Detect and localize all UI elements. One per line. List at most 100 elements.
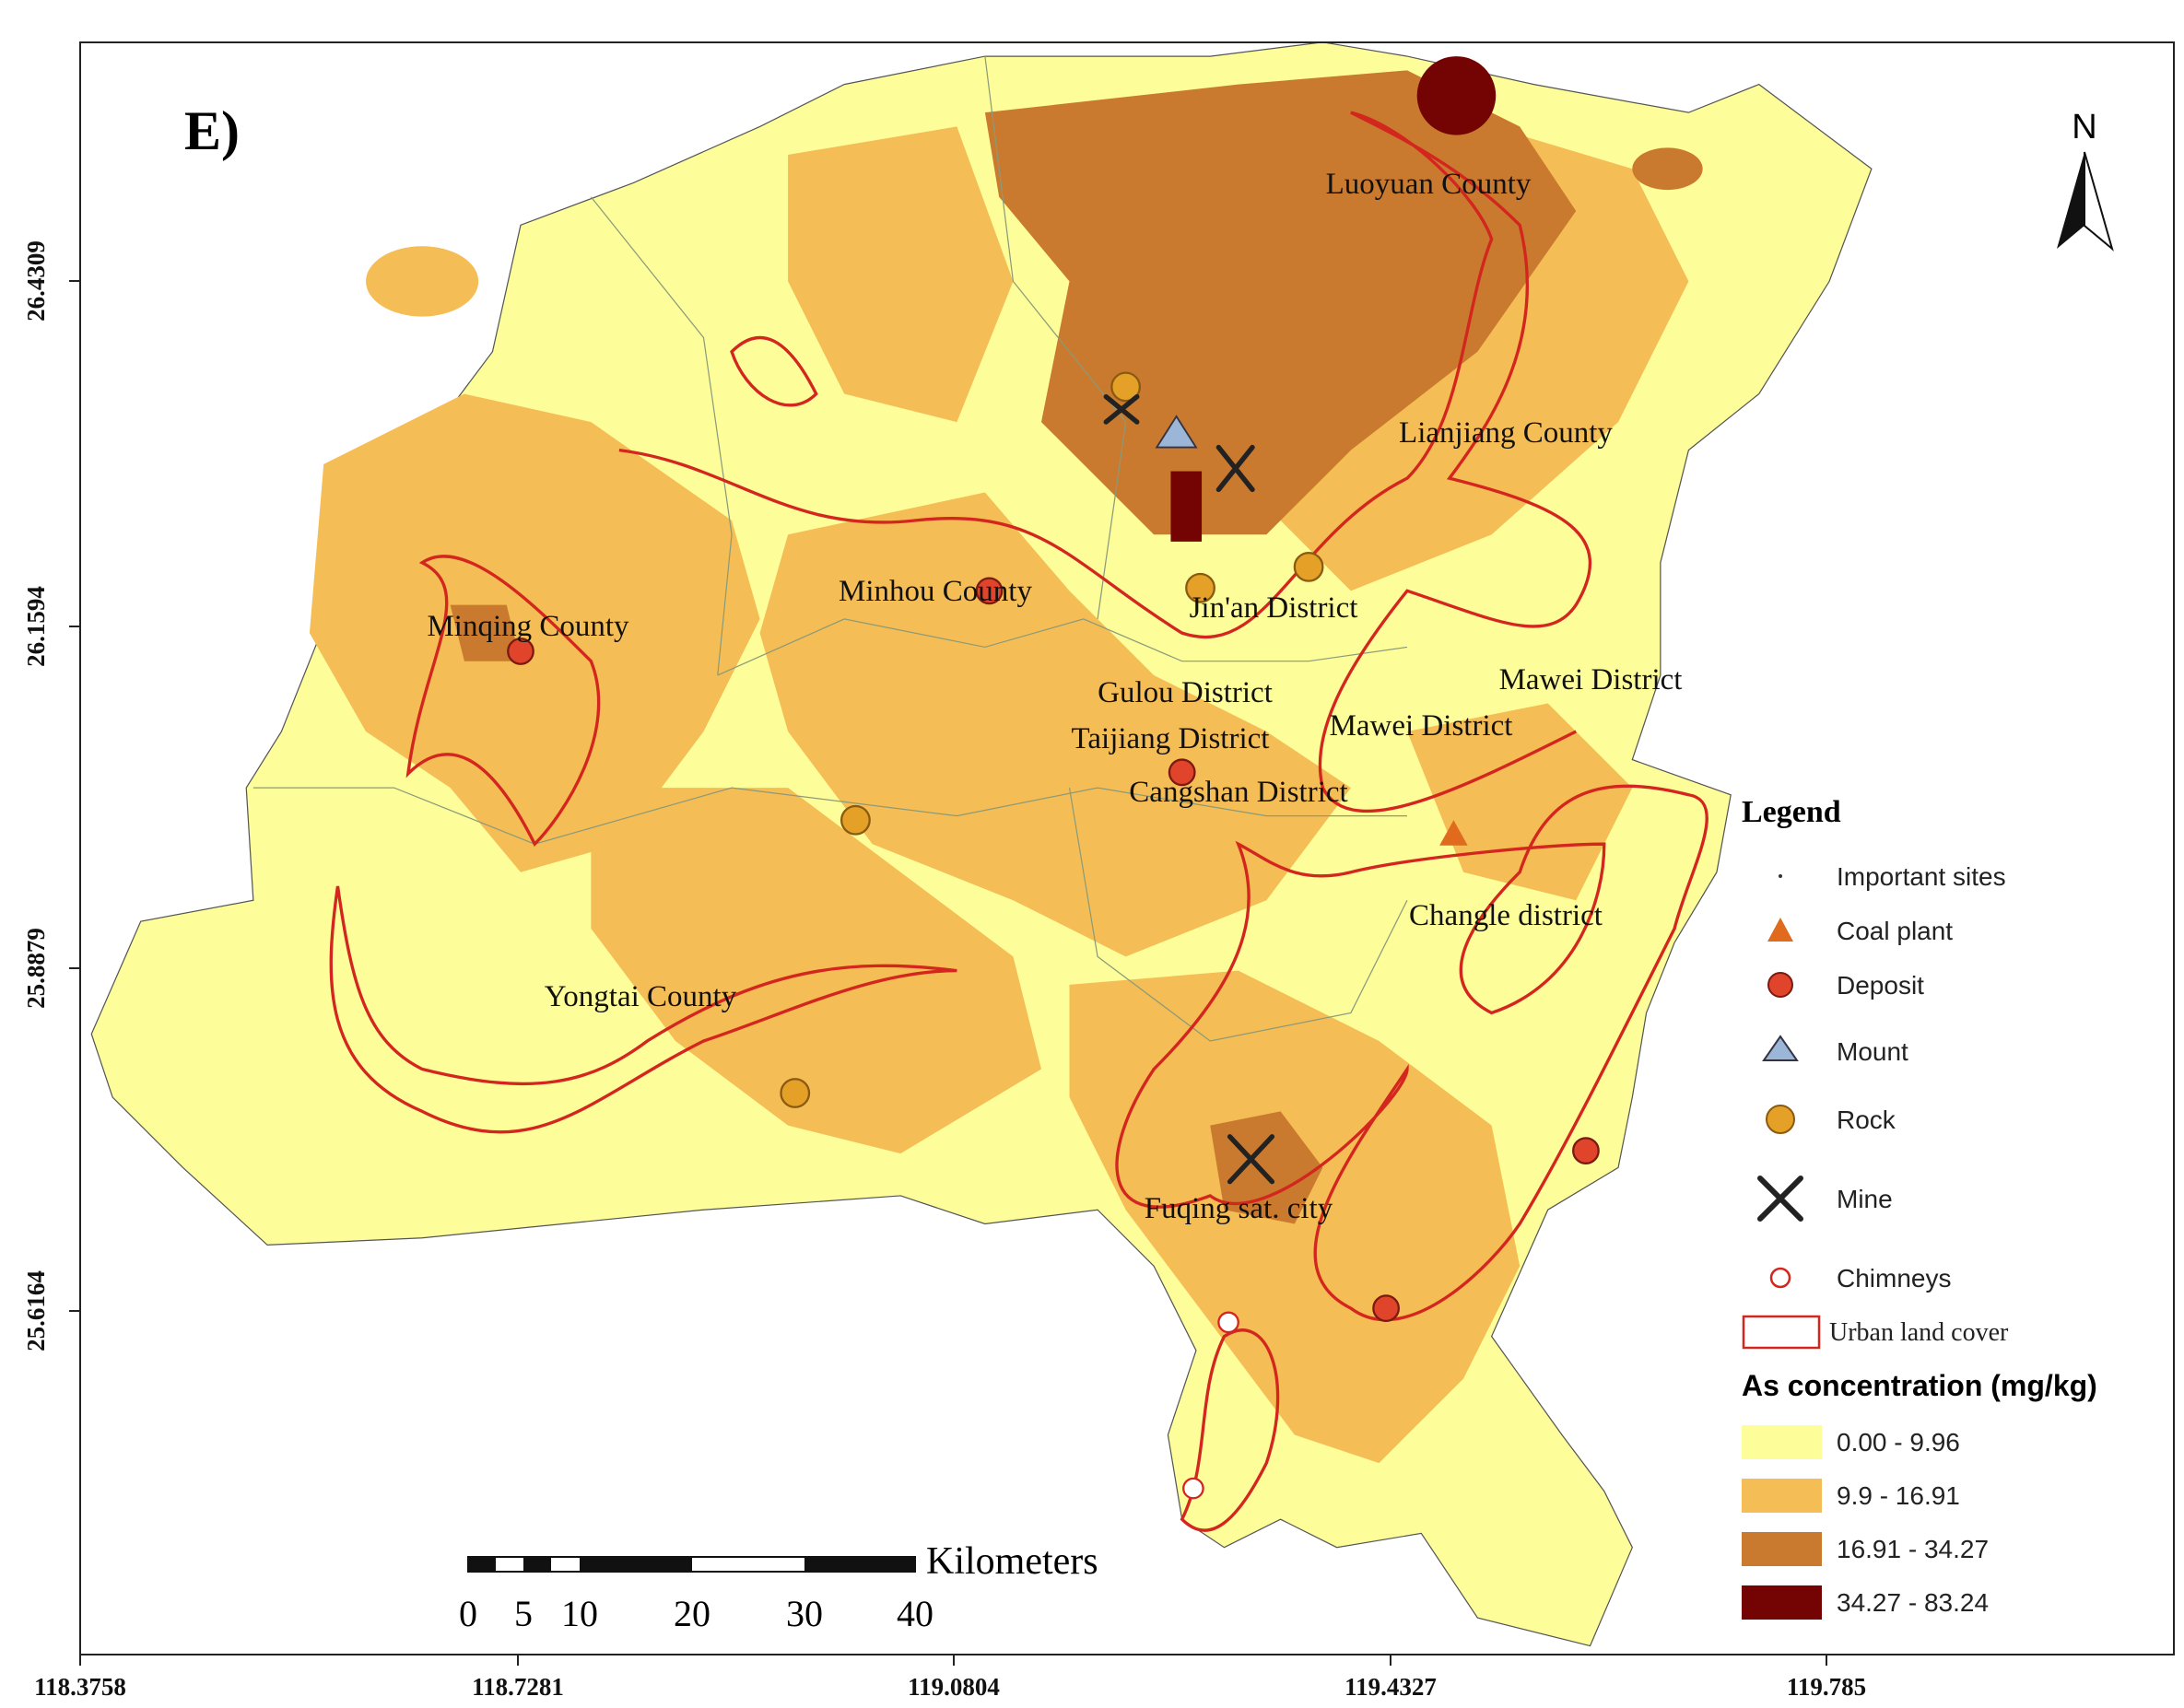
place-label: Mawei District <box>1499 663 1683 696</box>
north-arrow: N <box>2057 108 2114 252</box>
urban-outline <box>1115 784 1708 1322</box>
map-body <box>90 41 1873 1647</box>
boundary <box>252 787 1407 845</box>
legend-title: Legend <box>1742 795 1841 829</box>
legend-class-title: As concentration (mg/kg) <box>1742 1369 2097 1402</box>
scale-segment <box>804 1557 915 1572</box>
rock-marker <box>1110 371 1142 403</box>
scale-segment <box>523 1557 551 1572</box>
urban-outline <box>329 885 957 1134</box>
x-tick-label: 119.4327 <box>1344 1673 1437 1701</box>
x-axis: 118.3758 118.7281 119.0804 119.4327 119.785 <box>34 1655 1866 1701</box>
panel-label: E) <box>184 100 240 161</box>
mine-marker <box>1215 444 1255 493</box>
legend-icon <box>1762 1035 1799 1061</box>
legend-swatch <box>1742 1479 1822 1513</box>
legend-icon <box>1757 1176 1803 1222</box>
x-tick-label: 119.785 <box>1787 1673 1866 1701</box>
scale-bar: Kilometers 0 5 10 20 30 40 <box>459 1540 1098 1634</box>
legend-swatch <box>1742 1425 1822 1459</box>
area <box>1416 56 1497 135</box>
place-label: Luoyuan County <box>1326 168 1532 201</box>
scale-label: 0 <box>459 1593 477 1634</box>
deposit-marker <box>507 638 534 665</box>
chimney-marker <box>1217 1311 1239 1334</box>
legend-class-label: 16.91 - 34.27 <box>1837 1535 1989 1563</box>
place-label: Minqing County <box>427 610 629 643</box>
place-label: Cangshan District <box>1129 776 1347 809</box>
rock-marker <box>780 1078 811 1108</box>
place-label: Jin'an District <box>1190 591 1358 625</box>
legend-icon <box>1742 1315 1821 1350</box>
urban-outline <box>1180 1328 1280 1532</box>
legend-class-label: 34.27 - 83.24 <box>1837 1588 1989 1617</box>
place-label: Changle district <box>1409 899 1603 932</box>
legend-class-label: 9.9 - 16.91 <box>1837 1481 1960 1510</box>
area <box>759 492 1351 957</box>
legend: Legend As concentration (mg/kg) Importan… <box>1742 795 2097 1620</box>
deposit-marker <box>1168 758 1196 787</box>
mount-marker <box>1155 415 1198 449</box>
legend-item-label: Important sites <box>1837 862 2006 891</box>
deposit-marker <box>1572 1137 1600 1164</box>
place-label: Minhou County <box>839 575 1032 608</box>
top-class-areas <box>1170 56 1497 542</box>
boundary <box>717 618 1408 676</box>
place-label: Lianjiang County <box>1399 416 1613 450</box>
legend-icon <box>1766 1105 1795 1134</box>
scale-label: 20 <box>674 1593 710 1634</box>
y-tick-label: 26.4309 <box>22 240 50 322</box>
x-tick-label: 118.3758 <box>34 1673 126 1701</box>
scale-segment <box>468 1557 496 1572</box>
scale-label: 40 <box>897 1593 933 1634</box>
legend-item-label: Rock <box>1837 1106 1896 1134</box>
boundary <box>1068 788 1408 1042</box>
y-tick-label: 25.6164 <box>22 1270 50 1351</box>
area <box>309 393 760 872</box>
area <box>1170 471 1203 542</box>
legend-icon <box>1769 1267 1791 1289</box>
scale-label: 5 <box>514 1593 533 1634</box>
map-frame <box>79 41 2175 1655</box>
place-label: Taijiang District <box>1072 722 1270 755</box>
boundary <box>590 196 733 676</box>
urban-outline <box>730 335 818 407</box>
area <box>450 604 521 661</box>
legend-icon <box>1767 918 1793 942</box>
scale-label: 10 <box>561 1593 598 1634</box>
legend-item-label: Mount <box>1837 1037 1908 1066</box>
place-label: Yongtai County <box>545 980 737 1013</box>
y-axis: 26.4309 26.1594 25.8879 25.6164 <box>22 240 80 1351</box>
north-arrow-left <box>2057 152 2084 249</box>
site-markers <box>507 371 1600 1500</box>
x-tick-label: 119.0804 <box>908 1673 1000 1701</box>
area <box>788 126 1014 423</box>
rock-marker <box>840 804 871 836</box>
mine-marker <box>1227 1134 1275 1185</box>
area <box>366 246 479 317</box>
legend-swatch <box>1742 1532 1822 1566</box>
legend-icon <box>1779 874 1782 878</box>
legend-item-label: Coal plant <box>1837 917 1953 945</box>
legend-item-label: Deposit <box>1837 971 1924 1000</box>
urban-outline <box>618 111 1592 813</box>
place-label: Mawei District <box>1330 709 1513 743</box>
deposit-marker <box>1372 1294 1400 1322</box>
scale-unit: Kilometers <box>926 1540 1098 1583</box>
north-arrow-right <box>2084 151 2114 252</box>
legend-item-label: Mine <box>1837 1185 1893 1213</box>
place-labels: Luoyuan County Lianjiang County Minhou Cou… <box>427 168 1682 1225</box>
legend-swatch <box>1742 1585 1822 1620</box>
legend-icon <box>1767 972 1793 998</box>
place-label: Fuqing sat. city <box>1145 1192 1333 1225</box>
area <box>1632 147 1703 191</box>
urban-outline <box>405 555 601 848</box>
urban-outlines <box>329 111 1708 1532</box>
mine-marker <box>1103 393 1140 425</box>
y-tick-label: 26.1594 <box>22 586 50 667</box>
area <box>1210 1111 1323 1224</box>
north-label: N <box>2072 108 2096 146</box>
deposit-marker <box>975 577 1004 605</box>
rock-marker <box>1293 551 1324 582</box>
